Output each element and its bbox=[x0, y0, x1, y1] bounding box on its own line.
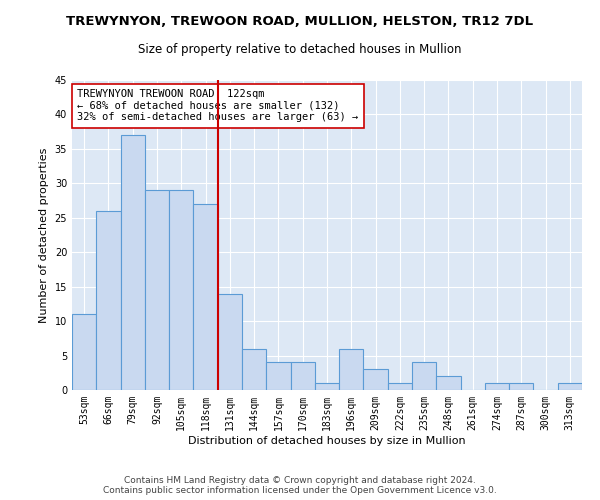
Bar bbox=[364, 370, 388, 390]
Bar bbox=[388, 383, 412, 390]
Bar bbox=[290, 362, 315, 390]
Bar bbox=[72, 314, 96, 390]
Bar bbox=[412, 362, 436, 390]
Bar bbox=[509, 383, 533, 390]
Bar bbox=[242, 348, 266, 390]
Bar bbox=[218, 294, 242, 390]
Text: TREWYNYON, TREWOON ROAD, MULLION, HELSTON, TR12 7DL: TREWYNYON, TREWOON ROAD, MULLION, HELSTO… bbox=[67, 15, 533, 28]
Bar bbox=[121, 135, 145, 390]
Bar bbox=[315, 383, 339, 390]
X-axis label: Distribution of detached houses by size in Mullion: Distribution of detached houses by size … bbox=[188, 436, 466, 446]
Text: TREWYNYON TREWOON ROAD: 122sqm
← 68% of detached houses are smaller (132)
32% of: TREWYNYON TREWOON ROAD: 122sqm ← 68% of … bbox=[77, 90, 358, 122]
Bar bbox=[169, 190, 193, 390]
Bar bbox=[485, 383, 509, 390]
Bar bbox=[193, 204, 218, 390]
Y-axis label: Number of detached properties: Number of detached properties bbox=[39, 148, 49, 322]
Bar bbox=[96, 211, 121, 390]
Bar bbox=[266, 362, 290, 390]
Bar bbox=[145, 190, 169, 390]
Text: Contains HM Land Registry data © Crown copyright and database right 2024.
Contai: Contains HM Land Registry data © Crown c… bbox=[103, 476, 497, 495]
Bar bbox=[558, 383, 582, 390]
Text: Size of property relative to detached houses in Mullion: Size of property relative to detached ho… bbox=[138, 42, 462, 56]
Bar bbox=[339, 348, 364, 390]
Bar bbox=[436, 376, 461, 390]
